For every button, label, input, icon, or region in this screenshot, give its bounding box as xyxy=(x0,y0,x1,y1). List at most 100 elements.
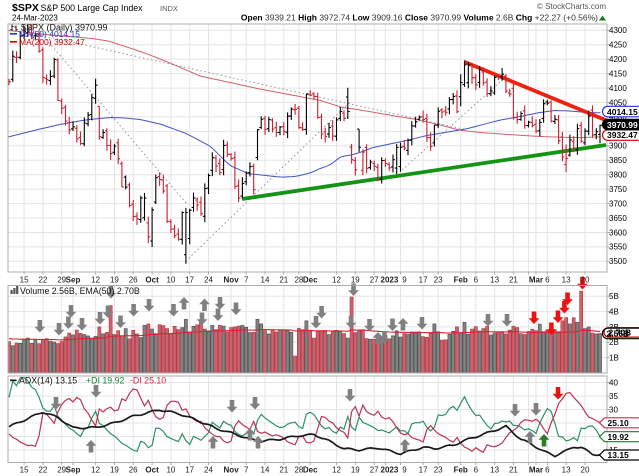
svg-text:14: 14 xyxy=(261,466,270,475)
svg-text:22: 22 xyxy=(38,466,47,475)
svg-text:13: 13 xyxy=(490,466,499,475)
svg-text:4050: 4050 xyxy=(609,98,627,107)
svg-text:24: 24 xyxy=(204,276,213,285)
svg-text:ADX(14) 13.15: ADX(14) 13.15 xyxy=(19,375,77,385)
svg-text:4B: 4B xyxy=(609,307,619,316)
svg-text:Oct: Oct xyxy=(145,466,159,475)
svg-text:29: 29 xyxy=(57,466,66,475)
svg-text:Sep: Sep xyxy=(66,276,81,285)
svg-text:S&P 500 Large Cap Index: S&P 500 Large Cap Index xyxy=(41,3,144,13)
svg-text:4250: 4250 xyxy=(609,41,627,50)
svg-text:20: 20 xyxy=(581,276,590,285)
svg-text:7: 7 xyxy=(244,276,249,285)
svg-text:2023: 2023 xyxy=(381,466,399,475)
svg-text:2023: 2023 xyxy=(381,276,399,285)
svg-text:17: 17 xyxy=(419,466,428,475)
svg-text:Sep: Sep xyxy=(66,466,81,475)
svg-text:+DI 19.92: +DI 19.92 xyxy=(86,375,124,385)
svg-text:21: 21 xyxy=(509,276,518,285)
svg-text:3900: 3900 xyxy=(609,142,627,151)
svg-text:15: 15 xyxy=(20,276,29,285)
svg-text:-DI 25.10: -DI 25.10 xyxy=(130,375,166,385)
svg-text:6: 6 xyxy=(474,466,479,475)
svg-text:19: 19 xyxy=(110,466,119,475)
svg-text:Mar: Mar xyxy=(529,466,543,475)
svg-text:19: 19 xyxy=(351,466,360,475)
svg-text:17: 17 xyxy=(185,276,194,285)
svg-text:3650: 3650 xyxy=(609,214,627,223)
svg-text:6: 6 xyxy=(545,466,550,475)
svg-text:4150: 4150 xyxy=(609,69,627,78)
svg-text:Open 3939.21 High 3972.74 Low: Open 3939.21 High 3972.74 Low 3909.16 Cl… xyxy=(241,13,598,23)
svg-text:4014.15: 4014.15 xyxy=(607,107,638,117)
svg-text:20: 20 xyxy=(581,466,590,475)
svg-text:© StockCharts.com: © StockCharts.com xyxy=(537,2,606,11)
svg-text:2.70B: 2.70B xyxy=(609,328,632,338)
svg-text:4200: 4200 xyxy=(609,55,627,64)
svg-text:28: 28 xyxy=(294,276,303,285)
svg-text:30: 30 xyxy=(609,405,618,414)
svg-text:Dec: Dec xyxy=(303,276,318,285)
svg-text:21: 21 xyxy=(279,466,288,475)
svg-text:12: 12 xyxy=(332,466,341,475)
svg-text:23: 23 xyxy=(434,466,443,475)
svg-text:Volume 2.56B, EMA(50) 2.70B: Volume 2.56B, EMA(50) 2.70B xyxy=(20,286,140,296)
svg-text:23: 23 xyxy=(434,276,443,285)
svg-text:3932.47: 3932.47 xyxy=(607,130,638,140)
svg-text:3500: 3500 xyxy=(609,257,627,266)
svg-text:13: 13 xyxy=(562,276,571,285)
svg-text:5B: 5B xyxy=(609,292,619,301)
svg-text:19: 19 xyxy=(351,276,360,285)
svg-text:24-Mar-2023: 24-Mar-2023 xyxy=(12,14,58,23)
svg-text:$SPX (Daily) 3970.99: $SPX (Daily) 3970.99 xyxy=(21,23,108,33)
svg-text:3850: 3850 xyxy=(609,156,627,165)
svg-text:29: 29 xyxy=(57,276,66,285)
svg-text:MA(50) 4014.15: MA(50) 4014.15 xyxy=(19,29,80,39)
svg-text:26: 26 xyxy=(129,466,138,475)
svg-text:12: 12 xyxy=(91,276,100,285)
svg-text:35: 35 xyxy=(609,392,618,401)
svg-text:15: 15 xyxy=(20,466,29,475)
svg-text:25.10: 25.10 xyxy=(608,418,630,428)
svg-text:$SPX: $SPX xyxy=(12,2,39,14)
svg-text:40: 40 xyxy=(609,378,618,387)
svg-text:6: 6 xyxy=(545,276,550,285)
svg-text:Nov: Nov xyxy=(224,466,240,475)
svg-text:3750: 3750 xyxy=(609,185,627,194)
svg-text:12: 12 xyxy=(91,466,100,475)
svg-text:7: 7 xyxy=(244,466,249,475)
svg-text:4100: 4100 xyxy=(609,84,627,93)
svg-text:28: 28 xyxy=(294,466,303,475)
svg-text:INDX: INDX xyxy=(160,4,178,13)
svg-text:MA(200) 3932.47: MA(200) 3932.47 xyxy=(19,37,85,47)
svg-text:6: 6 xyxy=(474,276,479,285)
svg-text:13: 13 xyxy=(490,276,499,285)
svg-text:3970.99: 3970.99 xyxy=(607,120,638,130)
svg-text:Feb: Feb xyxy=(454,466,468,475)
svg-text:19: 19 xyxy=(110,276,119,285)
svg-text:9: 9 xyxy=(402,276,407,285)
svg-text:14: 14 xyxy=(261,276,270,285)
svg-text:Dec: Dec xyxy=(303,466,318,475)
svg-text:9: 9 xyxy=(402,466,407,475)
svg-text:3550: 3550 xyxy=(609,243,627,252)
svg-text:Oct: Oct xyxy=(145,276,159,285)
svg-text:2B: 2B xyxy=(609,338,619,347)
svg-text:17: 17 xyxy=(185,466,194,475)
svg-text:21: 21 xyxy=(279,276,288,285)
svg-text:10: 10 xyxy=(166,276,175,285)
svg-text:27: 27 xyxy=(370,276,379,285)
svg-text:17: 17 xyxy=(419,276,428,285)
svg-text:1B: 1B xyxy=(609,353,619,362)
svg-text:13.15: 13.15 xyxy=(608,450,630,460)
svg-text:Feb: Feb xyxy=(454,276,468,285)
svg-text:Mar: Mar xyxy=(529,276,543,285)
svg-text:Nov: Nov xyxy=(224,276,240,285)
svg-text:2.56B: 2.56B xyxy=(607,329,630,339)
svg-text:10: 10 xyxy=(166,466,175,475)
svg-text:3700: 3700 xyxy=(609,199,627,208)
svg-text:27: 27 xyxy=(370,466,379,475)
svg-text:22: 22 xyxy=(38,276,47,285)
svg-text:24: 24 xyxy=(204,466,213,475)
svg-text:3800: 3800 xyxy=(609,171,627,180)
